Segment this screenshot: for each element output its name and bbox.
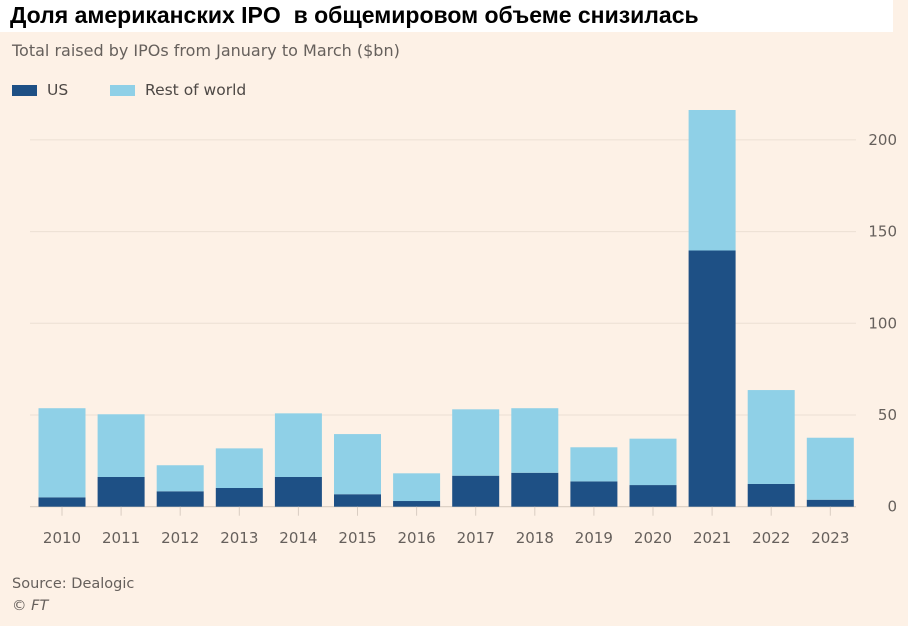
legend-item-us: US: [12, 81, 68, 99]
x-tick-label: 2015: [338, 529, 376, 547]
bar-rest-of-world-2012: [156, 465, 204, 492]
x-tick-label: 2013: [220, 529, 258, 547]
bar-rest-of-world-2020: [629, 438, 677, 486]
bar-rest-of-world-2015: [334, 434, 381, 495]
bar-rest-of-world-2019: [570, 447, 618, 482]
bar-rest-of-world-2013: [215, 448, 263, 488]
x-tick-label: 2011: [102, 529, 140, 547]
x-tick-label: 2019: [575, 529, 613, 547]
bar-us-2018: [511, 472, 559, 507]
bar-rest-of-world-2016: [393, 473, 441, 502]
bar-rest-of-world-2011: [97, 414, 145, 477]
x-tick-label: 2021: [693, 529, 731, 547]
page-title: Доля американских IPO в общемировом объе…: [10, 2, 699, 28]
y-tick-label: 200: [868, 131, 897, 149]
x-tick-label: 2017: [457, 529, 495, 547]
y-tick-label: 150: [868, 223, 897, 241]
source-note: Source: Dealogic: [12, 576, 135, 592]
bar-us-2013: [215, 487, 263, 507]
bar-rest-of-world-2021: [688, 110, 736, 251]
bar-us-2017: [452, 475, 500, 507]
bar-us-2012: [156, 491, 204, 507]
x-tick-label: 2018: [516, 529, 554, 547]
legend-label-rest-of-world: Rest of world: [145, 81, 247, 99]
x-tick-label: 2012: [161, 529, 199, 547]
title-band: [0, 0, 893, 32]
bar-us-2011: [97, 476, 145, 507]
y-tick-label: 50: [878, 406, 897, 424]
bar-us-2010: [38, 497, 86, 507]
bar-rest-of-world-2022: [747, 390, 795, 484]
x-tick-label: 2023: [811, 529, 849, 547]
bar-us-2021: [688, 250, 736, 507]
bar-us-2022: [747, 483, 795, 507]
chart-subtitle: Total raised by IPOs from January to Mar…: [12, 41, 400, 60]
y-tick-label: 100: [868, 314, 897, 332]
bar-us-2016: [393, 501, 441, 507]
bar-rest-of-world-2010: [38, 408, 86, 498]
credit-note: © FT: [12, 598, 49, 614]
legend-item-rest-of-world: Rest of world: [110, 81, 246, 99]
bar-rest-of-world-2017: [452, 409, 500, 476]
x-tick-label: 2020: [634, 529, 672, 547]
bar-us-2015: [334, 494, 381, 507]
legend-label-us: US: [47, 81, 69, 99]
bar-us-2014: [274, 476, 322, 507]
bar-us-2020: [629, 485, 677, 507]
x-tick-label: 2010: [43, 529, 81, 547]
bar-rest-of-world-2023: [806, 437, 854, 500]
bar-rest-of-world-2018: [511, 408, 559, 473]
x-tick-label: 2022: [752, 529, 790, 547]
bar-us-2023: [806, 499, 854, 507]
legend-swatch-rest-of-world: [110, 84, 135, 96]
legend-swatch-us: [12, 84, 37, 96]
y-tick-label: 0: [887, 498, 897, 516]
x-tick-label: 2014: [279, 529, 317, 547]
x-tick-label: 2016: [398, 529, 436, 547]
bar-us-2019: [570, 481, 618, 507]
bar-rest-of-world-2014: [274, 413, 322, 477]
